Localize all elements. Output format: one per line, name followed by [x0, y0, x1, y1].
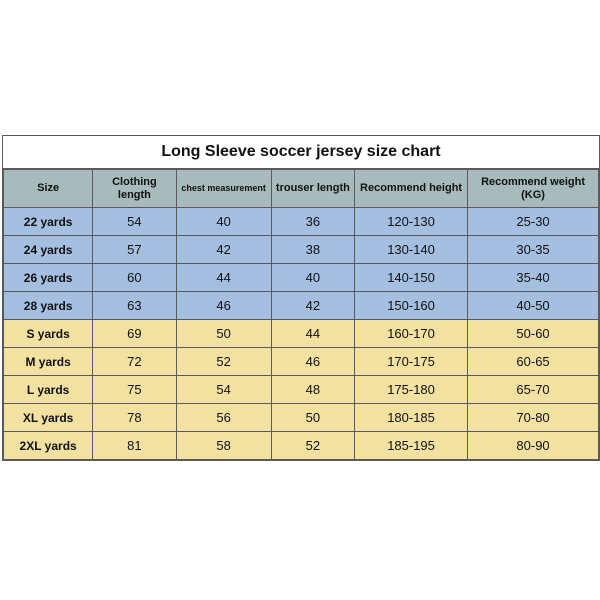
table-row: XL yards785650180-18570-80	[4, 404, 599, 432]
value-cell: 65-70	[468, 376, 599, 404]
value-cell: 63	[93, 292, 176, 320]
value-cell: 52	[271, 432, 354, 460]
value-cell: 40-50	[468, 292, 599, 320]
table-row: L yards755448175-18065-70	[4, 376, 599, 404]
value-cell: 130-140	[355, 236, 468, 264]
table-row: M yards725246170-17560-65	[4, 348, 599, 376]
value-cell: 48	[271, 376, 354, 404]
value-cell: 185-195	[355, 432, 468, 460]
value-cell: 160-170	[355, 320, 468, 348]
table-row: S yards695044160-17050-60	[4, 320, 599, 348]
col-header: Clothing length	[93, 170, 176, 208]
value-cell: 44	[176, 264, 271, 292]
value-cell: 78	[93, 404, 176, 432]
table-row: 2XL yards815852185-19580-90	[4, 432, 599, 460]
value-cell: 50-60	[468, 320, 599, 348]
value-cell: 35-40	[468, 264, 599, 292]
value-cell: 50	[271, 404, 354, 432]
value-cell: 46	[176, 292, 271, 320]
size-cell: 2XL yards	[4, 432, 93, 460]
col-header: chest measurement	[176, 170, 271, 208]
value-cell: 80-90	[468, 432, 599, 460]
value-cell: 25-30	[468, 208, 599, 236]
size-cell: 22 yards	[4, 208, 93, 236]
value-cell: 52	[176, 348, 271, 376]
value-cell: 175-180	[355, 376, 468, 404]
table-row: 28 yards634642150-16040-50	[4, 292, 599, 320]
value-cell: 170-175	[355, 348, 468, 376]
col-header: trouser length	[271, 170, 354, 208]
value-cell: 54	[93, 208, 176, 236]
col-header: Recommend weight (KG)	[468, 170, 599, 208]
value-cell: 60-65	[468, 348, 599, 376]
table-row: 26 yards604440140-15035-40	[4, 264, 599, 292]
value-cell: 36	[271, 208, 354, 236]
value-cell: 150-160	[355, 292, 468, 320]
value-cell: 42	[271, 292, 354, 320]
value-cell: 30-35	[468, 236, 599, 264]
value-cell: 54	[176, 376, 271, 404]
value-cell: 70-80	[468, 404, 599, 432]
value-cell: 50	[176, 320, 271, 348]
size-cell: 28 yards	[4, 292, 93, 320]
size-table: SizeClothing lengthchest measurementtrou…	[3, 169, 599, 460]
value-cell: 75	[93, 376, 176, 404]
table-row: 22 yards544036120-13025-30	[4, 208, 599, 236]
col-header: Recommend height	[355, 170, 468, 208]
chart-title: Long Sleeve soccer jersey size chart	[3, 136, 599, 169]
value-cell: 140-150	[355, 264, 468, 292]
size-cell: 26 yards	[4, 264, 93, 292]
size-cell: 24 yards	[4, 236, 93, 264]
table-row: 24 yards574238130-14030-35	[4, 236, 599, 264]
value-cell: 40	[271, 264, 354, 292]
size-cell: M yards	[4, 348, 93, 376]
value-cell: 56	[176, 404, 271, 432]
size-cell: L yards	[4, 376, 93, 404]
value-cell: 40	[176, 208, 271, 236]
table-header-row: SizeClothing lengthchest measurementtrou…	[4, 170, 599, 208]
value-cell: 58	[176, 432, 271, 460]
value-cell: 57	[93, 236, 176, 264]
size-chart: Long Sleeve soccer jersey size chart Siz…	[2, 135, 600, 461]
value-cell: 120-130	[355, 208, 468, 236]
value-cell: 46	[271, 348, 354, 376]
value-cell: 42	[176, 236, 271, 264]
value-cell: 81	[93, 432, 176, 460]
size-cell: S yards	[4, 320, 93, 348]
value-cell: 72	[93, 348, 176, 376]
col-header: Size	[4, 170, 93, 208]
size-cell: XL yards	[4, 404, 93, 432]
value-cell: 44	[271, 320, 354, 348]
value-cell: 38	[271, 236, 354, 264]
value-cell: 60	[93, 264, 176, 292]
value-cell: 69	[93, 320, 176, 348]
value-cell: 180-185	[355, 404, 468, 432]
